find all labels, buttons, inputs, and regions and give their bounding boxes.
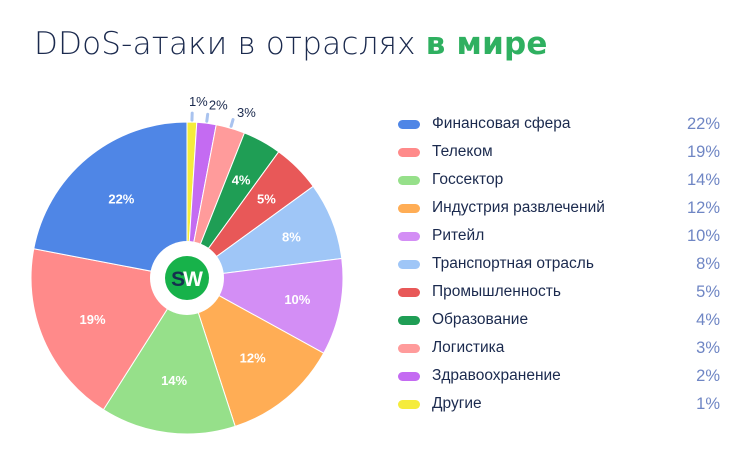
legend-label: Транспортная отрасль bbox=[432, 255, 594, 272]
legend-label: Индустрия развлечений bbox=[432, 199, 605, 216]
legend-item: Образование 4% bbox=[398, 306, 720, 334]
legend: Финансовая сфера 22% Телеком 19% Госсектор 14… bbox=[398, 110, 720, 418]
pie-slices bbox=[30, 121, 344, 435]
slice-label: 8% bbox=[282, 230, 301, 245]
legend-item: Ритейл 10% bbox=[398, 222, 720, 250]
legend-label: Промышленность bbox=[432, 283, 561, 300]
legend-item: Финансовая сфера 22% bbox=[398, 110, 720, 138]
pie-slice bbox=[186, 276, 325, 427]
legend-item: Индустрия развлечений 12% bbox=[398, 194, 720, 222]
legend-label: Финансовая сфера bbox=[432, 115, 571, 132]
slice-label: 1% bbox=[189, 94, 208, 109]
legend-value: 10% bbox=[686, 226, 720, 245]
slice-label: 2% bbox=[209, 97, 228, 112]
legend-label: Логистика bbox=[432, 339, 505, 356]
legend-label: Здравоохранение bbox=[432, 367, 561, 384]
pie-slice bbox=[33, 121, 188, 279]
slice-label: 12% bbox=[240, 350, 266, 365]
slice-label: 14% bbox=[161, 373, 187, 388]
legend-swatch bbox=[398, 203, 420, 213]
slice-label: 22% bbox=[108, 192, 134, 207]
pie-slice bbox=[30, 248, 188, 411]
legend-value: 19% bbox=[686, 142, 720, 161]
label-leader bbox=[205, 112, 210, 123]
pie-slice bbox=[185, 257, 344, 354]
legend-value: 8% bbox=[696, 254, 720, 273]
legend-label: Госсектор bbox=[432, 171, 504, 188]
legend-value: 1% bbox=[696, 394, 720, 413]
slice-label: 3% bbox=[237, 105, 256, 120]
title-accent: в мире bbox=[425, 26, 548, 62]
legend-value: 14% bbox=[686, 170, 720, 189]
legend-swatch bbox=[398, 147, 420, 157]
legend-swatch bbox=[398, 175, 420, 185]
legend-swatch bbox=[398, 119, 420, 129]
slice-label: 5% bbox=[257, 192, 276, 207]
label-leader bbox=[229, 118, 235, 128]
chart-title: DDoS-атаки в отраслях в мире bbox=[34, 26, 548, 62]
legend-item: Другие 1% bbox=[398, 390, 720, 418]
legend-item: Промышленность 5% bbox=[398, 278, 720, 306]
legend-value: 12% bbox=[686, 198, 720, 217]
legend-swatch bbox=[398, 343, 420, 353]
legend-value: 5% bbox=[696, 282, 720, 301]
legend-swatch bbox=[398, 231, 420, 241]
legend-item: Здравоохранение 2% bbox=[398, 362, 720, 390]
legend-value: 3% bbox=[696, 338, 720, 357]
legend-label: Образование bbox=[432, 311, 529, 328]
legend-item: Телеком 19% bbox=[398, 138, 720, 166]
slice-label: 10% bbox=[284, 292, 310, 307]
legend-value: 22% bbox=[686, 114, 720, 133]
legend-item: Госсектор 14% bbox=[398, 166, 720, 194]
logo-text: SW bbox=[171, 268, 203, 291]
legend-value: 4% bbox=[696, 310, 720, 329]
logo-badge bbox=[165, 256, 209, 300]
title-main: DDoS-атаки в отраслях bbox=[34, 26, 416, 62]
legend-item: Логистика 3% bbox=[398, 334, 720, 362]
legend-swatch bbox=[398, 371, 420, 381]
legend-swatch bbox=[398, 399, 420, 409]
legend-label: Другие bbox=[432, 395, 482, 412]
pie-labels: 1% 2% 3% 4% 5% 8% 10% 12% 14% 19% 22% bbox=[79, 94, 310, 388]
legend-item: Транспортная отрасль 8% bbox=[398, 250, 720, 278]
legend-swatch bbox=[398, 259, 420, 269]
slice-label: 4% bbox=[232, 173, 251, 188]
pie-slice bbox=[102, 276, 236, 435]
legend-label: Телеком bbox=[432, 143, 493, 160]
legend-swatch bbox=[398, 315, 420, 325]
legend-value: 2% bbox=[696, 366, 720, 385]
legend-swatch bbox=[398, 287, 420, 297]
slice-label: 19% bbox=[79, 312, 105, 327]
legend-label: Ритейл bbox=[432, 227, 485, 244]
